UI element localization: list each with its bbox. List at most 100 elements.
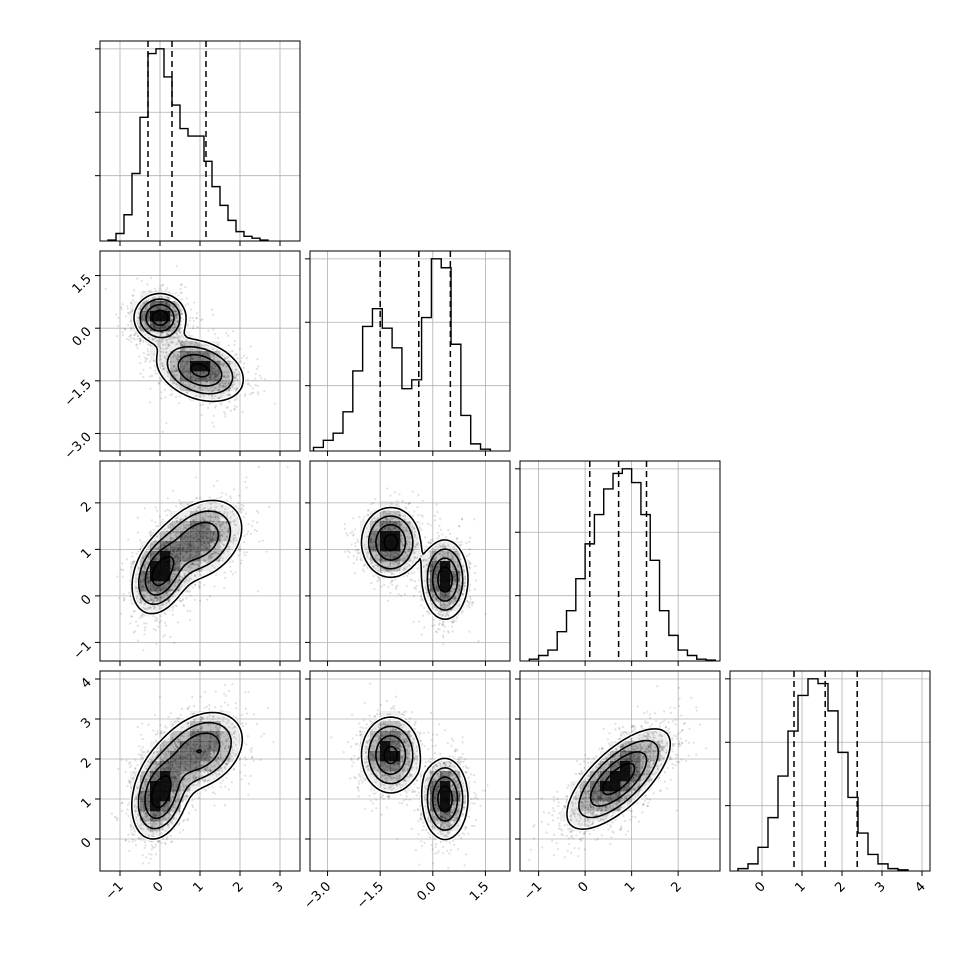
scatter-point: [165, 301, 168, 304]
scatter-point: [210, 516, 213, 519]
scatter-point: [218, 539, 221, 542]
scatter-point: [227, 745, 230, 748]
scatter-point: [176, 320, 180, 323]
scatter-point: [137, 753, 140, 756]
scatter-point: [225, 694, 228, 697]
scatter-point: [198, 584, 201, 587]
density-cell: [220, 501, 231, 512]
scatter-point: [175, 745, 179, 748]
scatter-point: [222, 512, 226, 516]
scatter-point: [178, 574, 181, 578]
scatter-point: [211, 520, 214, 523]
scatter-point: [201, 516, 204, 519]
scatter-point: [199, 581, 202, 584]
scatter-point: [172, 306, 176, 309]
scatter-point: [214, 404, 218, 408]
scatter-point: [200, 727, 203, 730]
scatter-point: [179, 309, 182, 312]
scatter-point: [232, 488, 236, 491]
scatter-point: [171, 572, 174, 576]
scatter-point: [167, 526, 170, 529]
scatter-point: [167, 601, 170, 604]
scatter-point: [175, 369, 178, 373]
scatter-point: [237, 532, 240, 535]
scatter-point: [190, 562, 193, 565]
scatter-point: [145, 306, 148, 309]
scatter-point: [237, 372, 240, 376]
scatter-point: [138, 601, 141, 605]
scatter-point: [232, 741, 235, 744]
density-cell: [220, 541, 231, 552]
density-cell: [170, 561, 181, 572]
scatter-point: [126, 784, 129, 788]
scatter-point: [201, 344, 204, 347]
scatter-point: [129, 825, 133, 828]
density-cell: [170, 381, 181, 392]
scatter-point: [136, 277, 139, 280]
scatter-point: [224, 381, 228, 384]
scatter-point: [145, 562, 148, 565]
scatter-point: [201, 717, 204, 720]
scatter-point: [154, 628, 157, 632]
scatter-point: [233, 523, 236, 526]
density-cell: [160, 371, 171, 382]
scatter-point: [152, 813, 155, 816]
scatter-point: [154, 733, 157, 736]
scatter-point: [139, 808, 142, 812]
scatter-point: [192, 319, 195, 322]
scatter-point: [181, 771, 184, 774]
density-cell: [140, 601, 151, 612]
scatter-point: [222, 543, 225, 546]
scatter-point: [181, 584, 184, 587]
scatter-point: [204, 351, 207, 354]
scatter-point: [201, 359, 204, 362]
scatter-point: [191, 327, 195, 330]
scatter-point: [147, 579, 150, 582]
scatter-point: [151, 600, 154, 604]
histogram-panel-2: [515, 460, 721, 666]
scatter-point: [138, 598, 141, 601]
scatter-point: [153, 296, 156, 299]
scatter-point: [216, 734, 219, 737]
scatter-point: [140, 315, 144, 319]
scatter-point: [167, 823, 170, 826]
scatter-point: [166, 508, 169, 511]
contour-line: [151, 556, 175, 587]
scatter-point: [213, 764, 216, 767]
scatter-point: [244, 707, 247, 710]
scatter-point: [176, 528, 179, 532]
density-cell: [180, 501, 191, 512]
scatter-point: [175, 369, 178, 372]
scatter-point: [208, 595, 211, 598]
scatter-point: [165, 726, 168, 729]
scatter-point: [163, 527, 166, 530]
scatter-point: [214, 386, 218, 389]
scatter-point: [164, 343, 167, 346]
scatter-point: [237, 554, 240, 557]
scatter-point: [146, 357, 149, 360]
scatter-point: [185, 388, 188, 392]
scatter-point: [206, 352, 209, 355]
scatter-point: [174, 744, 178, 748]
scatter-point: [151, 598, 155, 602]
scatter-point: [204, 789, 207, 792]
scatter-point: [133, 289, 136, 292]
scatter-point: [176, 799, 180, 802]
scatter-point: [136, 334, 140, 338]
scatter-point: [193, 519, 196, 522]
scatter-point: [200, 344, 203, 347]
density-cell: [210, 551, 221, 562]
density-cell: [170, 531, 181, 542]
scatter-point: [219, 785, 222, 789]
scatter-point: [187, 352, 190, 355]
scatter-point: [175, 313, 178, 316]
scatter-point: [129, 824, 132, 827]
density-cell: [180, 541, 191, 552]
scatter-point: [223, 701, 226, 704]
scatter-point: [212, 388, 215, 391]
scatter-point: [141, 594, 145, 597]
scatter-point: [172, 365, 175, 368]
scatter-point: [153, 337, 157, 340]
scatter-point: [143, 318, 146, 321]
scatter-point: [177, 339, 180, 342]
